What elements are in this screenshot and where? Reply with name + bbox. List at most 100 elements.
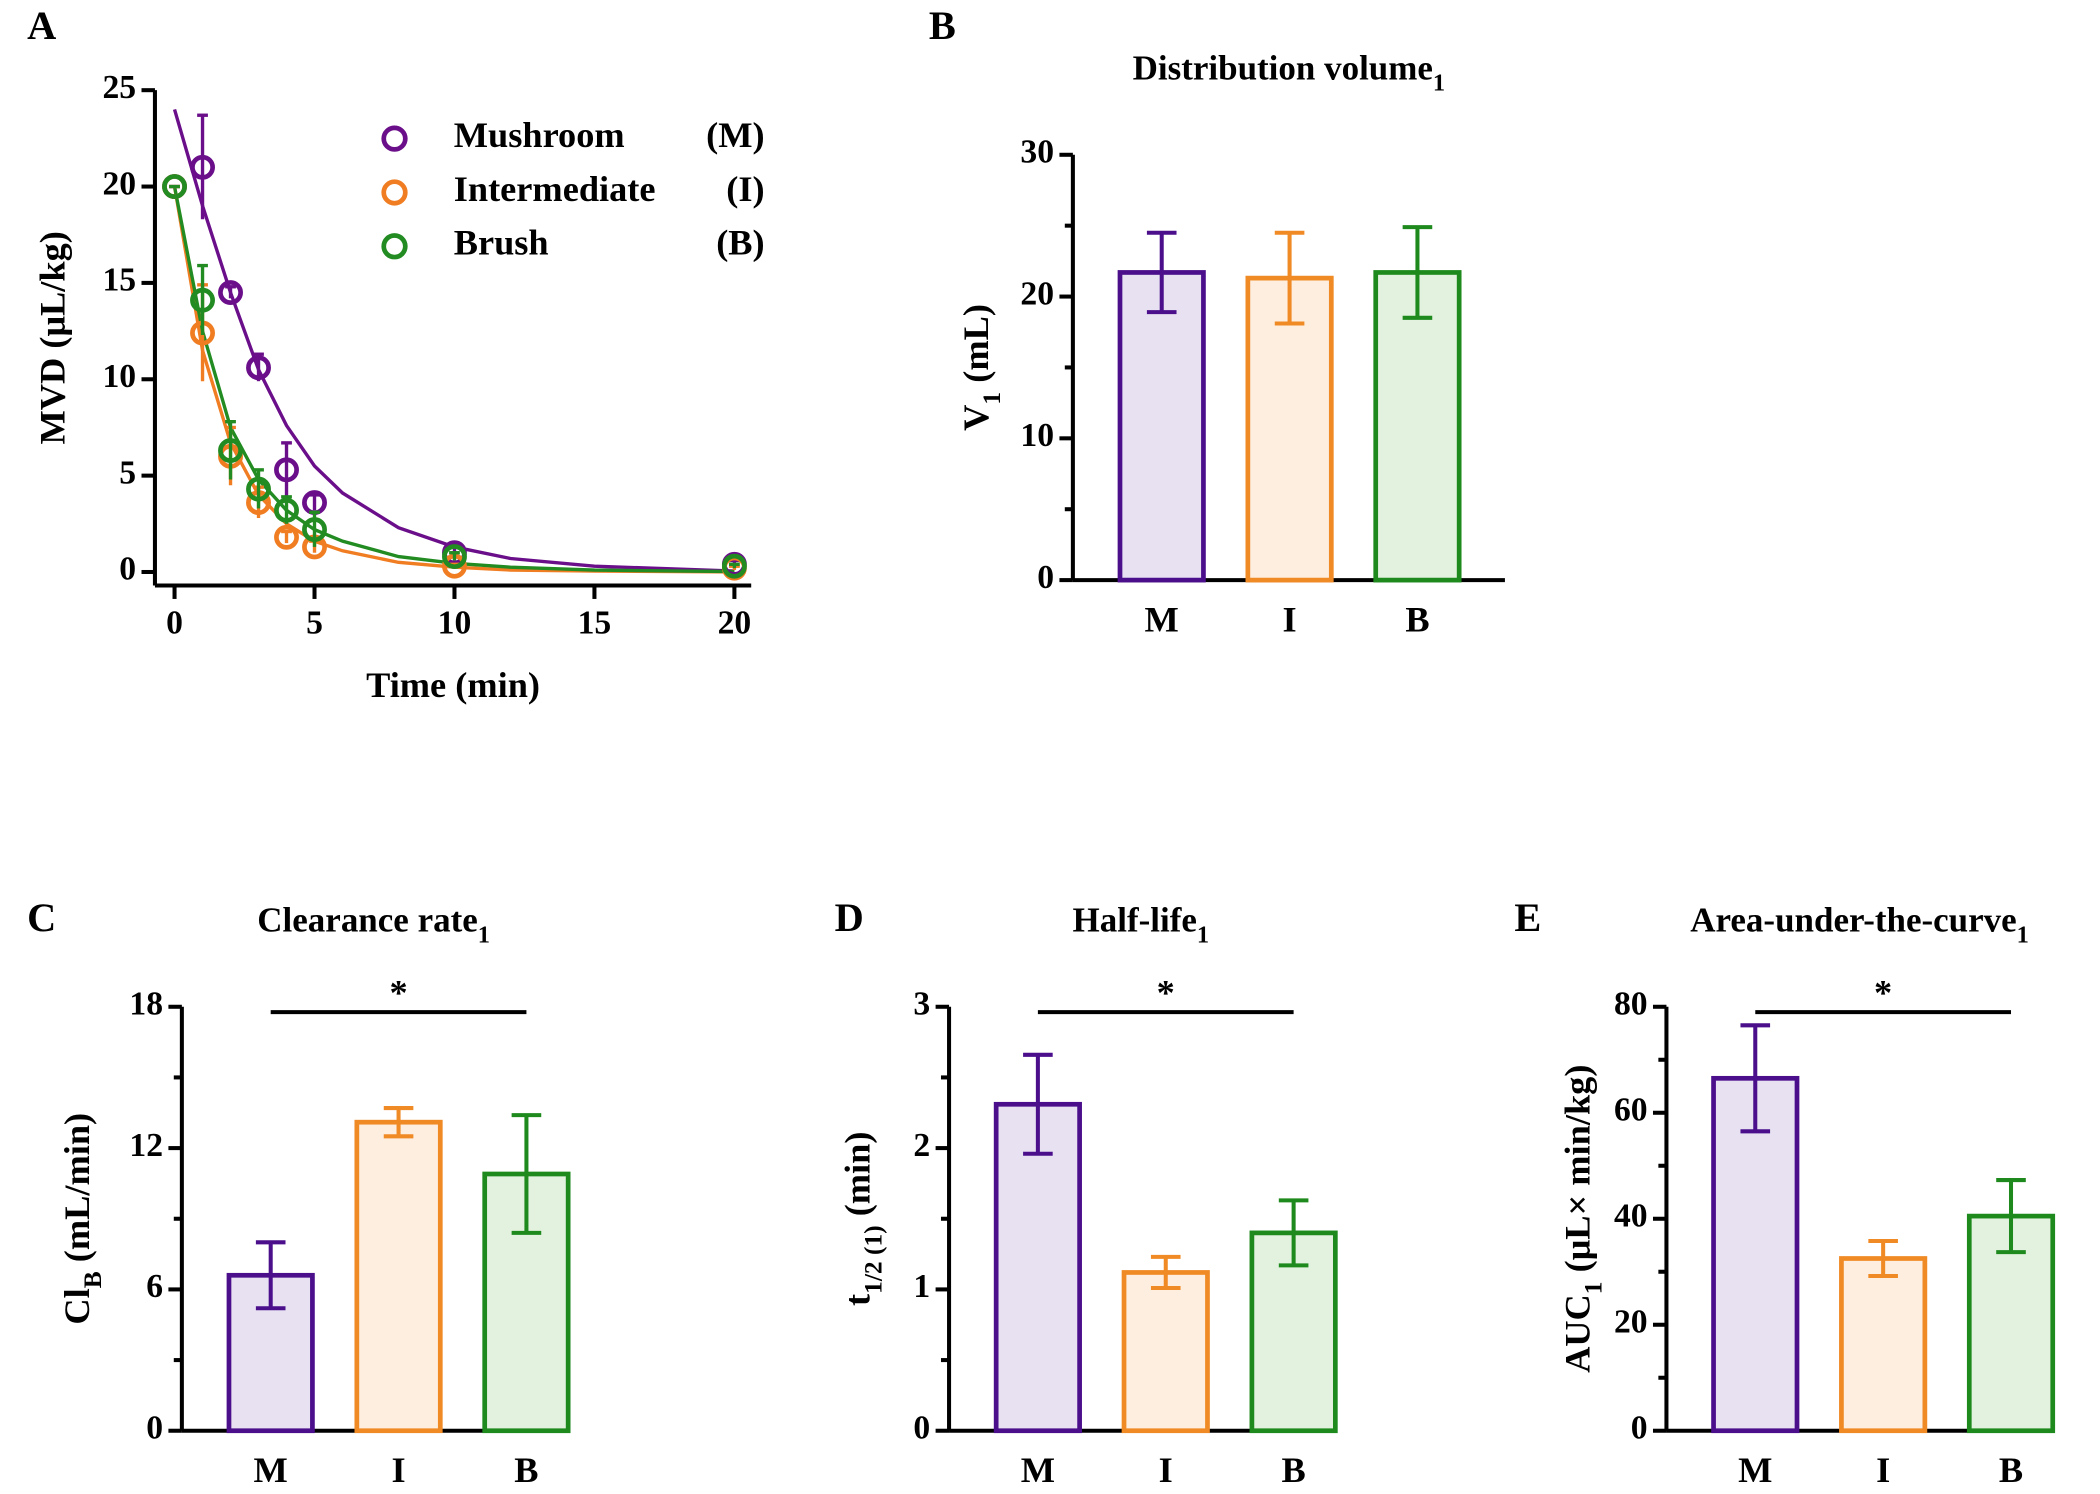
panel-letter: E	[1514, 895, 1541, 940]
x-tick-label: 15	[578, 605, 612, 642]
legend-label: Intermediate	[454, 169, 656, 209]
y-axis-label-part: 1	[977, 392, 1006, 405]
x-tick-label: B	[1405, 600, 1429, 640]
y-axis-label: ClB (mL/min)	[57, 1113, 107, 1325]
chart-title-part: 1	[1197, 921, 1209, 948]
legend-abbr: (B)	[716, 223, 764, 263]
data-point	[246, 476, 271, 502]
data-point	[274, 457, 299, 483]
y-tick-label: 20	[1614, 1303, 1648, 1340]
y-tick-label: 0	[1037, 559, 1054, 596]
panel-letter: C	[27, 895, 56, 940]
bar	[993, 1101, 1082, 1434]
x-tick-label: 10	[438, 605, 472, 642]
y-tick-label: 2	[913, 1127, 930, 1164]
data-point	[190, 154, 215, 180]
x-tick-label: M	[1738, 1450, 1772, 1490]
chart-title-part: 1	[1433, 69, 1445, 96]
x-tick-label: 20	[718, 605, 752, 642]
y-axis-label-part: B	[78, 1271, 107, 1288]
significance-label: *	[389, 972, 407, 1012]
y-axis-label: AUC1 (μL× min/kg)	[1558, 1065, 1608, 1373]
legend-marker	[381, 179, 408, 206]
x-tick-label: M	[1145, 600, 1179, 640]
y-tick-label: 40	[1614, 1197, 1648, 1234]
data-point	[274, 497, 299, 523]
x-tick-label: I	[1876, 1450, 1890, 1490]
y-tick-label: 80	[1614, 985, 1648, 1022]
y-tick-label: 6	[146, 1268, 163, 1305]
y-tick-label: 0	[913, 1409, 930, 1446]
chart-title-part: 1	[478, 921, 490, 948]
legend-marker	[381, 125, 408, 152]
x-axis-label-part: Time (min)	[366, 665, 540, 705]
y-axis-label-part: (μL× min/kg)	[1558, 1065, 1598, 1282]
data-point	[246, 355, 271, 381]
x-axis-label: Time (min)	[366, 665, 540, 705]
y-axis-label: t1/2 (1) (min)	[838, 1132, 888, 1306]
y-axis-label-part: MVD (μL/kg)	[33, 231, 73, 444]
y-tick-label: 10	[1020, 417, 1054, 454]
fit-curve	[172, 108, 735, 573]
x-tick-label: 5	[306, 605, 323, 642]
y-tick-label: 0	[146, 1409, 163, 1446]
x-tick-label: B	[1281, 1450, 1305, 1490]
chart-title-part: Distribution volume	[1133, 48, 1433, 87]
panel-letter: D	[835, 895, 864, 940]
chart-title-part: Half-life	[1073, 900, 1197, 939]
y-tick-label: 12	[129, 1127, 163, 1164]
y-axis-label-part: 1	[1579, 1281, 1608, 1294]
significance-label: *	[1874, 972, 1892, 1012]
y-tick-label: 1	[913, 1268, 930, 1305]
y-axis-label-part: V	[956, 405, 996, 431]
legend-label: Brush	[454, 223, 549, 263]
y-tick-label: 15	[102, 262, 136, 299]
x-tick-label: I	[1159, 1450, 1173, 1490]
bar	[1121, 1270, 1210, 1434]
x-tick-label: M	[254, 1450, 288, 1490]
chart-title: Clearance rate1	[257, 900, 490, 948]
data-point	[162, 174, 187, 199]
y-tick-label: 20	[102, 165, 136, 202]
chart-title-part: 1	[2017, 921, 2029, 948]
data-point	[442, 544, 467, 570]
data-point	[218, 438, 243, 464]
y-tick-label: 20	[1020, 275, 1054, 312]
chart-title: Distribution volume1	[1133, 48, 1446, 96]
panel-letter: A	[27, 3, 56, 48]
chart-title: Half-life1	[1073, 900, 1210, 948]
y-tick-label: 5	[119, 454, 136, 491]
legend-abbr: (M)	[706, 115, 764, 155]
x-tick-label: B	[1999, 1450, 2023, 1490]
data-point	[218, 280, 243, 305]
x-tick-label: 0	[166, 605, 183, 642]
x-tick-label: I	[391, 1450, 405, 1490]
x-tick-label: B	[514, 1450, 538, 1490]
y-axis-label: MVD (μL/kg)	[33, 231, 73, 444]
y-tick-label: 25	[102, 69, 136, 106]
y-axis-label: V1 (mL)	[956, 304, 1006, 431]
chart-title-part: Clearance rate	[257, 900, 477, 939]
x-tick-label: M	[1021, 1450, 1055, 1490]
y-tick-label: 0	[1631, 1409, 1648, 1446]
legend-marker	[381, 233, 408, 260]
x-tick-label: I	[1283, 600, 1297, 640]
panel-letter: B	[929, 3, 956, 48]
y-tick-label: 30	[1020, 134, 1054, 171]
y-tick-label: 10	[102, 358, 136, 395]
legend-abbr: (I)	[726, 169, 764, 209]
y-axis-label-part: (mL)	[956, 304, 996, 392]
data-point	[190, 287, 215, 313]
chart-title: Area-under-the-curve1	[1690, 900, 2029, 948]
y-axis-label-part: AUC	[1558, 1294, 1598, 1373]
y-axis-label-part: (mL/min)	[57, 1113, 97, 1271]
data-point	[721, 553, 747, 579]
bar	[1373, 270, 1462, 583]
y-tick-label: 18	[129, 985, 163, 1022]
y-axis-label-part: t	[838, 1294, 878, 1306]
y-axis-label-part: Cl	[57, 1288, 97, 1324]
significance-label: *	[1157, 972, 1175, 1012]
bar	[1839, 1256, 1928, 1434]
y-axis-label-part: (min)	[838, 1132, 878, 1226]
